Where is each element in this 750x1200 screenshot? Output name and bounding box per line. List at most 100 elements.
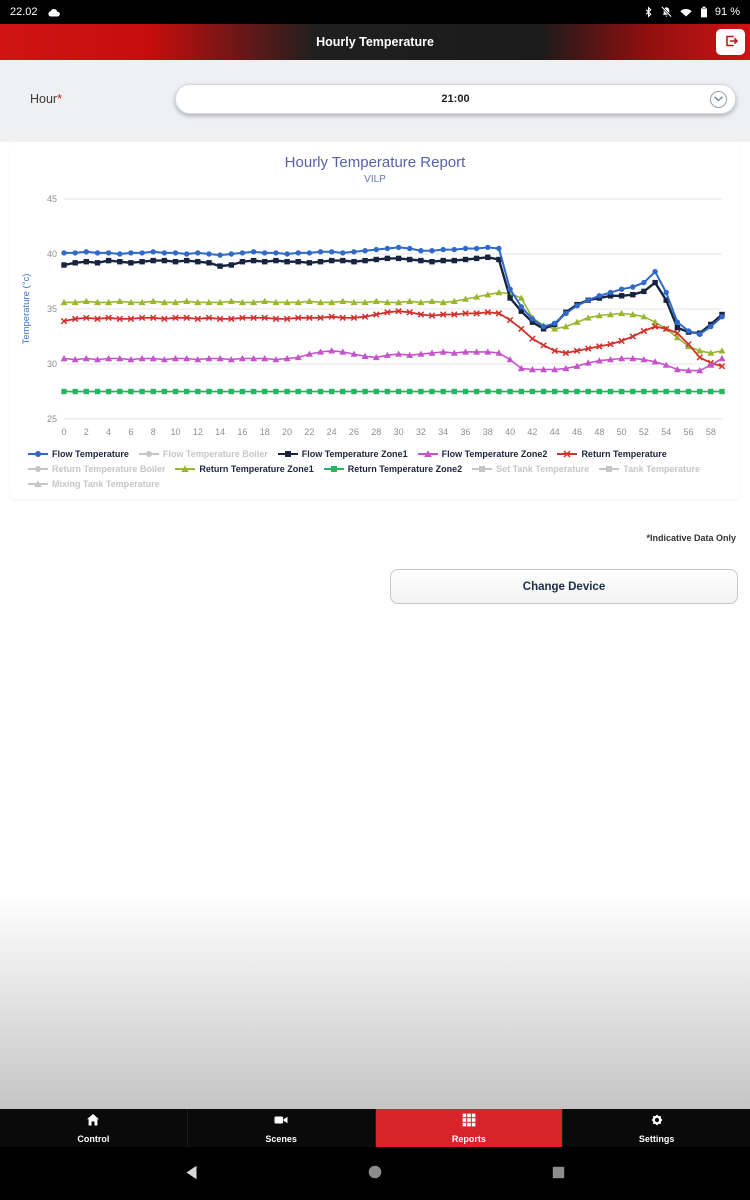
battery-icon: [699, 5, 709, 19]
bottom-nav: Control Scenes Reports Settings: [0, 1109, 750, 1147]
legend-triangle-marker: [417, 450, 438, 457]
svg-text:4: 4: [106, 427, 111, 437]
legend-circle-marker: [138, 451, 159, 457]
svg-text:10: 10: [171, 427, 181, 437]
legend-circle-marker: [28, 466, 48, 472]
legend-label: Set Tank Temperature: [496, 464, 590, 474]
svg-text:38: 38: [483, 427, 493, 437]
svg-text:46: 46: [572, 427, 582, 437]
status-bar: 22.02 91 %: [0, 0, 750, 24]
svg-text:28: 28: [371, 427, 381, 437]
legend-label: Flow Temperature: [52, 449, 129, 459]
tab-settings[interactable]: Settings: [563, 1109, 750, 1147]
legend-item[interactable]: Flow Temperature: [28, 449, 129, 459]
legend-item[interactable]: Flow Temperature Zone1: [277, 449, 408, 459]
legend-item[interactable]: Return Temperature: [557, 449, 667, 459]
svg-text:16: 16: [237, 427, 247, 437]
legend-square-marker: [599, 466, 620, 472]
svg-text:32: 32: [416, 427, 426, 437]
chevron-down-icon: [710, 90, 727, 108]
android-home-button[interactable]: [368, 1165, 382, 1182]
legend-label: Return Temperature: [581, 449, 667, 459]
legend-label: Mixing Tank Temperature: [52, 479, 160, 489]
recents-square-icon: [552, 1166, 565, 1182]
svg-text:2: 2: [84, 427, 89, 437]
legend-label: Return Temperature Zone2: [347, 464, 463, 474]
svg-text:18: 18: [260, 427, 270, 437]
legend-triangle-marker: [175, 465, 196, 472]
legend-item[interactable]: Flow Temperature Boiler: [138, 449, 268, 459]
indicative-data-note: *Indicative Data Only: [646, 533, 736, 543]
legend-circle-marker: [28, 451, 48, 457]
android-recents-button[interactable]: [552, 1166, 565, 1182]
android-back-button[interactable]: [185, 1165, 198, 1183]
page-title: Hourly Temperature: [316, 35, 434, 49]
chart-title: Hourly Temperature Report: [284, 154, 466, 171]
required-asterisk: *: [57, 92, 62, 106]
back-triangle-icon: [185, 1165, 198, 1183]
svg-text:6: 6: [128, 427, 133, 437]
hour-label-text: Hour: [30, 92, 58, 106]
hour-selector-row: Hour* 21:00: [0, 60, 750, 142]
tab-label: Scenes: [265, 1133, 297, 1144]
svg-text:40: 40: [505, 427, 515, 437]
legend-item[interactable]: Return Temperature Zone2: [323, 464, 463, 474]
svg-text:14: 14: [215, 427, 225, 437]
svg-text:12: 12: [193, 427, 203, 437]
svg-text:20: 20: [282, 427, 292, 437]
svg-text:26: 26: [349, 427, 359, 437]
svg-text:22: 22: [304, 427, 314, 437]
video-camera-icon: [274, 1113, 288, 1132]
legend-label: Flow Temperature Boiler: [162, 449, 268, 459]
svg-text:52: 52: [639, 427, 649, 437]
wifi-icon: [679, 6, 693, 18]
legend-label: Return Temperature Zone1: [199, 464, 314, 474]
svg-text:8: 8: [151, 427, 156, 437]
gear-icon: [650, 1113, 664, 1132]
svg-text:45: 45: [47, 194, 57, 204]
hour-select-value: 21:00: [441, 93, 470, 105]
legend-square-marker: [472, 466, 493, 472]
svg-text:54: 54: [661, 427, 671, 437]
legend-square-marker: [277, 451, 298, 457]
svg-text:25: 25: [47, 414, 57, 424]
cloud-icon: [47, 7, 61, 18]
legend-label: Tank Temperature: [623, 464, 700, 474]
grid-icon: [462, 1113, 476, 1132]
svg-text:56: 56: [684, 427, 694, 437]
logout-button[interactable]: [716, 29, 745, 55]
tab-scenes[interactable]: Scenes: [188, 1109, 376, 1147]
legend-item[interactable]: Flow Temperature Zone2: [417, 449, 548, 459]
svg-text:58: 58: [706, 427, 716, 437]
notifications-off-icon: [660, 5, 673, 19]
change-device-button[interactable]: Change Device: [390, 569, 738, 604]
legend-item[interactable]: Return Temperature Zone1: [175, 464, 314, 474]
legend-label: Flow Temperature Zone2: [441, 449, 548, 459]
chart-card: Hourly Temperature Report VILP 25 30 35 40 4…: [10, 144, 740, 499]
app-header: Hourly Temperature: [0, 24, 750, 60]
tab-label: Control: [77, 1133, 110, 1144]
legend-item[interactable]: Mixing Tank Temperature: [28, 479, 160, 489]
tab-control[interactable]: Control: [0, 1109, 188, 1147]
legend-item[interactable]: Return Temperature Boiler: [28, 464, 165, 474]
svg-text:36: 36: [460, 427, 470, 437]
hour-select[interactable]: 21:00: [175, 84, 736, 114]
legend-item[interactable]: Set Tank Temperature: [472, 464, 589, 474]
svg-text:34: 34: [438, 427, 448, 437]
chart-legend: Flow Temperature Flow Temperature Boiler F…: [12, 443, 738, 491]
page-fade-gradient: [0, 894, 750, 1109]
legend-square-marker: [323, 466, 344, 472]
svg-text:44: 44: [550, 427, 560, 437]
svg-text:24: 24: [327, 427, 337, 437]
svg-text:35: 35: [47, 304, 57, 314]
svg-text:30: 30: [394, 427, 404, 437]
legend-item[interactable]: Tank Temperature: [599, 464, 700, 474]
clock-time: 22.02: [10, 6, 38, 18]
svg-text:40: 40: [47, 249, 57, 259]
svg-text:50: 50: [617, 427, 627, 437]
tab-reports[interactable]: Reports: [375, 1109, 564, 1147]
tab-label: Reports: [451, 1133, 486, 1144]
home-icon: [86, 1113, 100, 1132]
bluetooth-icon: [643, 5, 654, 19]
